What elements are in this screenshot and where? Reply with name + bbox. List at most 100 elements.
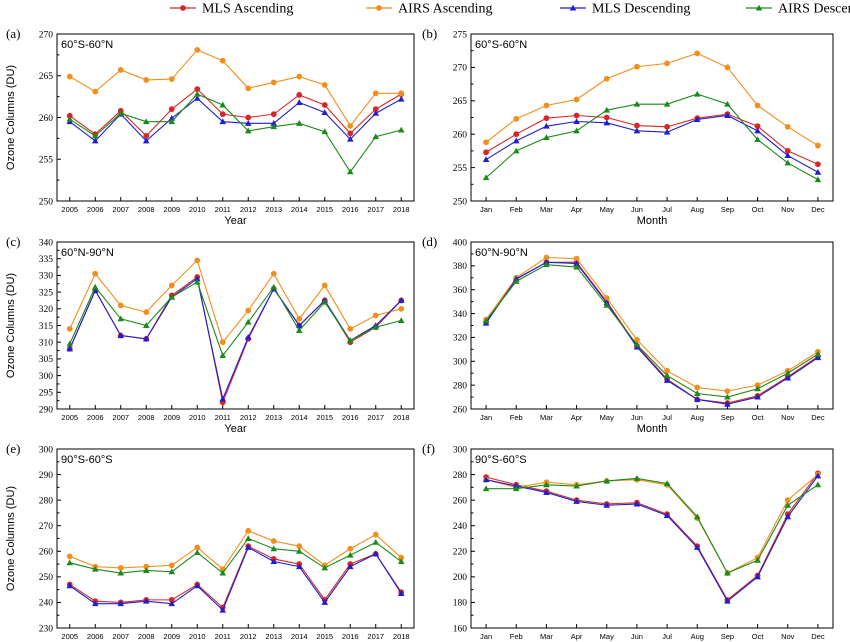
data-point <box>168 293 176 300</box>
data-point <box>664 123 670 130</box>
data-point <box>66 582 74 589</box>
data-point <box>512 278 520 284</box>
data-point <box>295 327 303 333</box>
data-point <box>295 547 303 554</box>
series-mls-descending <box>66 544 405 613</box>
data-point <box>372 539 380 545</box>
series-line <box>485 474 819 574</box>
data-point <box>270 538 277 544</box>
x-tick-label: Jul <box>662 205 672 214</box>
y-axis-title: Ozone Columns (DU) <box>5 65 17 170</box>
x-tick-label: Oct <box>752 413 765 422</box>
data-point <box>724 64 731 71</box>
data-point <box>66 115 74 122</box>
series-line <box>485 52 819 147</box>
y-tick-label: 340 <box>453 310 468 320</box>
series-line <box>69 537 402 574</box>
data-point <box>219 606 227 613</box>
y-tick-label: 260 <box>453 496 468 506</box>
x-axis-title: Year <box>224 215 247 227</box>
y-tick-label: 270 <box>39 522 54 532</box>
panel-c: (c) 60°N-90°N 290 295 300 305 310 315 320 325 330 3… <box>5 234 415 435</box>
x-tick-label: Aug <box>691 205 704 214</box>
x-tick-label: Feb <box>510 205 523 214</box>
data-point <box>117 569 125 576</box>
x-tick-label: Jun <box>631 205 643 214</box>
data-point <box>372 550 380 557</box>
x-tick-label: 2016 <box>342 413 359 422</box>
y-tick-label: 180 <box>453 599 468 609</box>
x-tick-label: 2006 <box>87 205 104 214</box>
data-point <box>117 315 125 322</box>
legend-marker <box>569 4 577 11</box>
x-tick-label: Nov <box>781 632 795 641</box>
data-point <box>347 545 354 552</box>
y-tick-label: 400 <box>453 238 468 248</box>
data-point <box>543 254 550 261</box>
data-point <box>784 513 792 520</box>
series-mls-descending <box>66 94 405 144</box>
x-tick-label: Aug <box>691 632 704 641</box>
data-point <box>117 67 124 73</box>
x-tick-label: 2014 <box>291 413 308 422</box>
data-point <box>398 305 405 312</box>
data-point <box>142 335 150 342</box>
data-point <box>321 564 329 571</box>
y-tick-label: 320 <box>453 334 468 344</box>
series-line <box>485 472 819 601</box>
y-tick-label: 300 <box>453 445 468 455</box>
x-tick-label: 2006 <box>87 413 104 422</box>
data-point <box>219 111 226 118</box>
x-tick-label: Jun <box>631 413 643 422</box>
x-tick-label: 2018 <box>393 413 410 422</box>
data-point <box>372 106 379 113</box>
data-point <box>168 282 175 289</box>
y-tick-label: 290 <box>39 405 54 415</box>
data-point <box>117 302 124 309</box>
data-point <box>815 142 821 149</box>
y-tick-label: 250 <box>453 197 468 207</box>
panel-b: (b) 60°S-60°N 250 255 260 265 270 275 Jan Feb Mar A… <box>422 26 834 227</box>
data-point <box>815 161 821 168</box>
data-point <box>603 301 611 308</box>
y-tick-label: 275 <box>453 30 468 40</box>
data-point <box>372 531 379 538</box>
data-point <box>245 307 252 314</box>
x-tick-label: 2006 <box>87 632 104 641</box>
data-point <box>66 345 74 352</box>
data-point <box>296 543 303 550</box>
x-tick-label: 2008 <box>138 413 155 422</box>
data-point <box>482 485 490 492</box>
y-tick-label: 260 <box>453 405 468 415</box>
x-tick-label: 2011 <box>215 632 231 641</box>
data-point <box>193 549 201 556</box>
data-point <box>754 382 761 389</box>
data-point <box>296 315 303 322</box>
series-line <box>69 545 402 609</box>
plot-frame <box>470 33 834 202</box>
data-point <box>543 261 550 268</box>
data-point <box>168 76 175 82</box>
panel-letter: (e) <box>6 441 20 456</box>
y-tick-label: 265 <box>453 97 468 107</box>
data-point <box>66 325 73 332</box>
region-label: 60°N-90°N <box>475 247 528 259</box>
data-point <box>321 102 328 108</box>
x-tick-label: 2011 <box>215 413 231 422</box>
x-tick-label: 2015 <box>316 632 333 641</box>
x-tick-label: 2005 <box>61 632 78 641</box>
x-tick-label: May <box>600 632 614 641</box>
data-point <box>372 312 379 319</box>
x-tick-label: 2013 <box>265 205 282 214</box>
x-tick-label: 2018 <box>393 205 410 214</box>
data-point <box>784 369 792 376</box>
data-point <box>633 127 641 134</box>
panel-letter: (c) <box>6 234 20 249</box>
x-tick-label: Jul <box>662 632 672 641</box>
data-point <box>543 481 550 488</box>
data-point <box>143 309 150 316</box>
series-line <box>69 259 402 344</box>
series-airs-ascending <box>66 257 405 346</box>
data-point <box>754 385 761 392</box>
y-tick-label: 280 <box>39 496 54 506</box>
